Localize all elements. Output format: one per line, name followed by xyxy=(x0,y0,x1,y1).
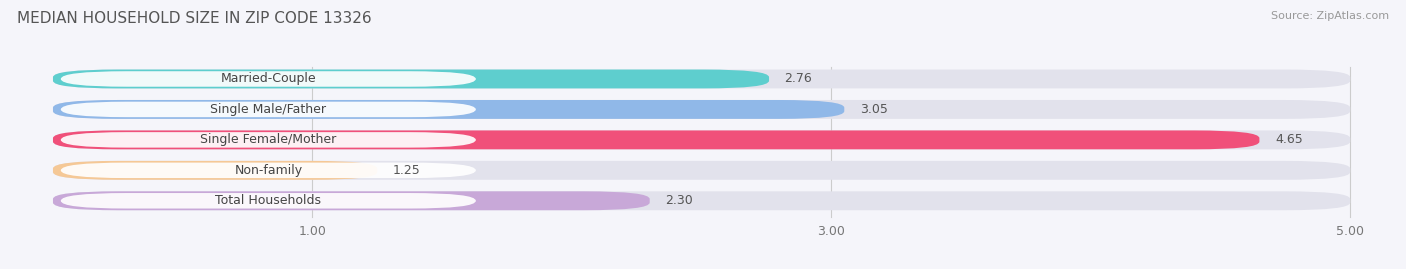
Text: 2.30: 2.30 xyxy=(665,194,693,207)
Text: 1.25: 1.25 xyxy=(392,164,420,177)
FancyBboxPatch shape xyxy=(53,100,1350,119)
Text: Single Male/Father: Single Male/Father xyxy=(211,103,326,116)
FancyBboxPatch shape xyxy=(53,100,844,119)
Text: Source: ZipAtlas.com: Source: ZipAtlas.com xyxy=(1271,11,1389,21)
Text: 2.76: 2.76 xyxy=(785,72,813,86)
Text: 3.05: 3.05 xyxy=(860,103,887,116)
FancyBboxPatch shape xyxy=(53,69,1350,89)
FancyBboxPatch shape xyxy=(60,102,475,117)
FancyBboxPatch shape xyxy=(60,193,475,208)
FancyBboxPatch shape xyxy=(60,162,475,178)
Text: Non-family: Non-family xyxy=(235,164,302,177)
FancyBboxPatch shape xyxy=(53,161,377,180)
FancyBboxPatch shape xyxy=(53,69,769,89)
Text: MEDIAN HOUSEHOLD SIZE IN ZIP CODE 13326: MEDIAN HOUSEHOLD SIZE IN ZIP CODE 13326 xyxy=(17,11,371,26)
Text: Single Female/Mother: Single Female/Mother xyxy=(200,133,336,146)
FancyBboxPatch shape xyxy=(53,130,1260,149)
FancyBboxPatch shape xyxy=(53,130,1350,149)
Text: Married-Couple: Married-Couple xyxy=(221,72,316,86)
FancyBboxPatch shape xyxy=(53,191,650,210)
FancyBboxPatch shape xyxy=(53,161,1350,180)
Text: Total Households: Total Households xyxy=(215,194,322,207)
FancyBboxPatch shape xyxy=(53,191,1350,210)
Text: 4.65: 4.65 xyxy=(1275,133,1303,146)
FancyBboxPatch shape xyxy=(60,132,475,148)
FancyBboxPatch shape xyxy=(60,71,475,87)
